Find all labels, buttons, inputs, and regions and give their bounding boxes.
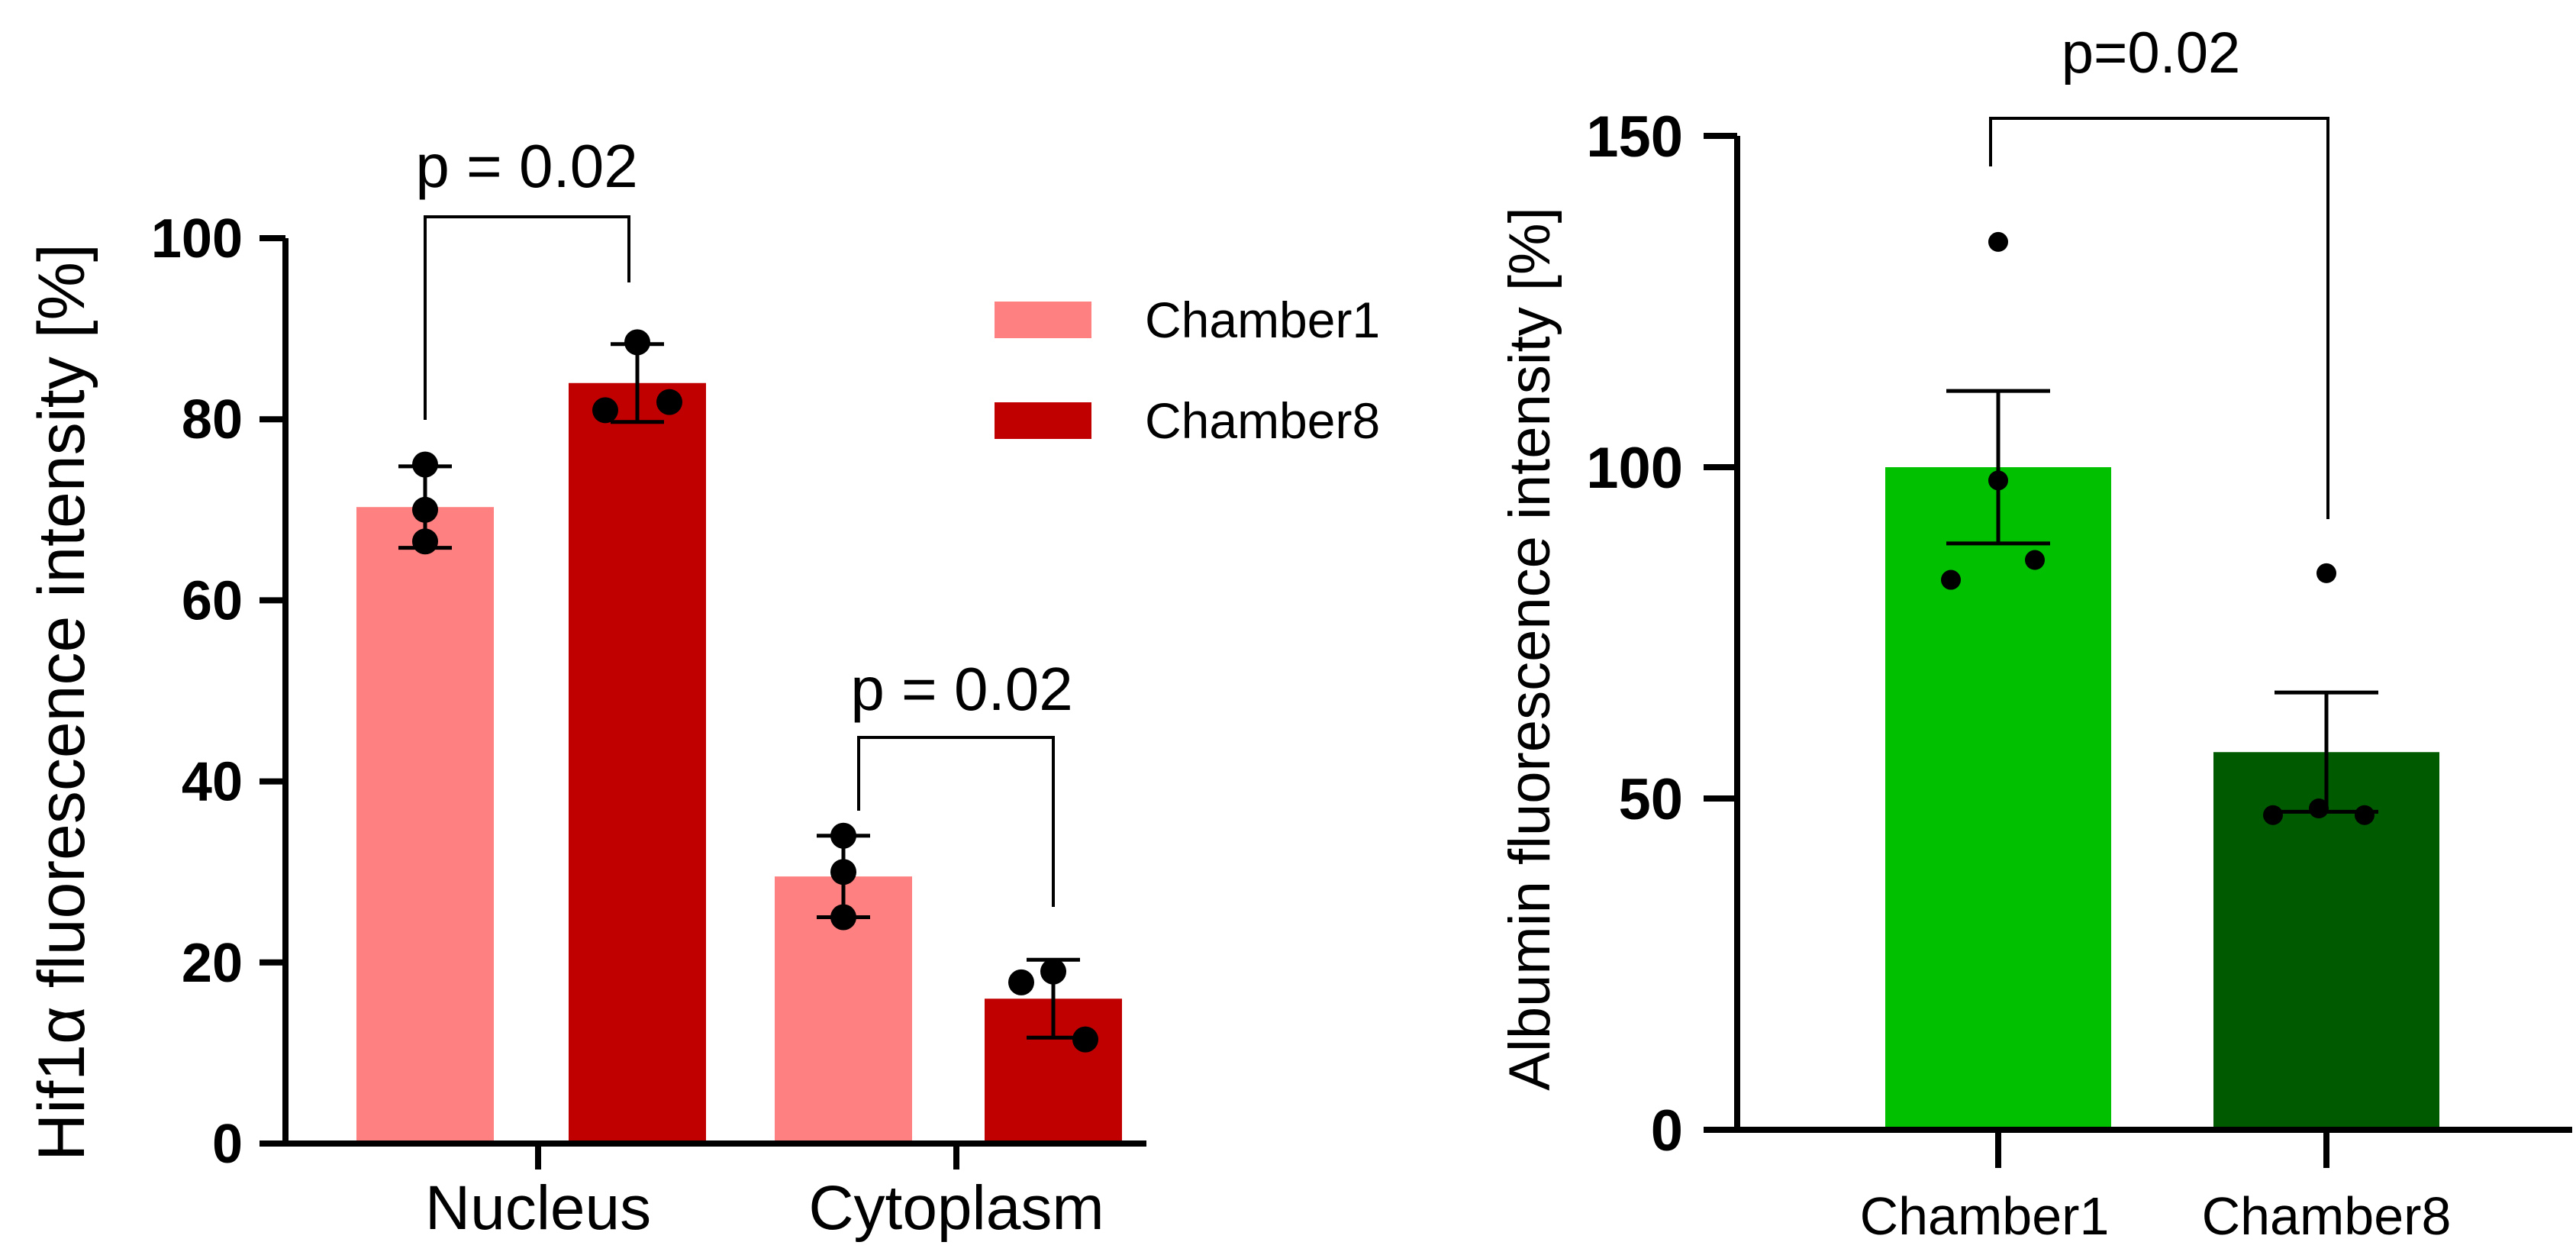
point-chamber1 bbox=[1941, 569, 1961, 590]
point-cytoplasm-chamber8 bbox=[1072, 1026, 1098, 1053]
hif1a-cytoplasm-bracket bbox=[857, 736, 1055, 907]
point-chamber8 bbox=[2355, 805, 2374, 825]
hif1a-nucleus-bracket bbox=[424, 215, 630, 420]
hif1a-y-axis-title: Hif1α fluorescence intensity [%] bbox=[25, 244, 98, 1161]
hif1a-chart: Hif1α fluorescence intensity [%] 0 20 40 60… bbox=[25, 132, 1380, 1243]
legend-label-chamber8: Chamber8 bbox=[1145, 392, 1380, 449]
point-chamber8 bbox=[2263, 805, 2283, 825]
hif1a-y-tick-label-40: 40 bbox=[182, 752, 243, 813]
legend-label-chamber1: Chamber1 bbox=[1145, 292, 1380, 348]
albumin-bracket bbox=[1989, 117, 2329, 519]
hif1a-y-tick-label-60: 60 bbox=[182, 570, 243, 631]
bar-chamber1 bbox=[1885, 467, 2111, 1130]
albumin-y-tick-label-0: 0 bbox=[1651, 1099, 1683, 1163]
hif1a-category-label-nucleus: Nucleus bbox=[425, 1173, 651, 1243]
point-cytoplasm-chamber8 bbox=[1008, 969, 1034, 995]
hif1a-y-tick-label-80: 80 bbox=[182, 389, 243, 450]
hif1a-legend: Chamber1 Chamber8 bbox=[995, 292, 1380, 449]
albumin-chart: Albumin fluorescence intensity [%] 0 50 10… bbox=[1498, 21, 2572, 1246]
legend-swatch-chamber1 bbox=[995, 302, 1091, 338]
point-chamber8 bbox=[2316, 563, 2336, 583]
bar-nucleus-chamber1 bbox=[356, 507, 494, 1144]
point-chamber1 bbox=[1988, 231, 2008, 252]
point-chamber1 bbox=[2025, 550, 2045, 570]
legend-swatch-chamber8 bbox=[995, 402, 1091, 439]
albumin-y-tick-label-50: 50 bbox=[1618, 767, 1683, 832]
hif1a-y-tick-label-0: 0 bbox=[212, 1114, 243, 1175]
hif1a-category-label-cytoplasm: Cytoplasm bbox=[808, 1173, 1104, 1243]
hif1a-cytoplasm-p-value: p = 0.02 bbox=[850, 655, 1072, 723]
bar-chamber8 bbox=[2213, 752, 2439, 1130]
point-nucleus-chamber8 bbox=[656, 389, 682, 415]
hif1a-y-tick-label-100: 100 bbox=[151, 208, 243, 269]
albumin-p-value: p=0.02 bbox=[2062, 21, 2241, 85]
albumin-y-axis-title: Albumin fluorescence intensity [%] bbox=[1498, 207, 1562, 1090]
albumin-category-label-chamber1: Chamber1 bbox=[1860, 1186, 2110, 1246]
albumin-y-tick-label-100: 100 bbox=[1586, 436, 1683, 501]
albumin-category-label-chamber8: Chamber8 bbox=[2202, 1186, 2452, 1246]
hif1a-nucleus-p-value: p = 0.02 bbox=[415, 132, 637, 200]
bar-nucleus-chamber8 bbox=[569, 382, 706, 1144]
albumin-y-tick-label-150: 150 bbox=[1586, 105, 1683, 169]
hif1a-y-tick-label-20: 20 bbox=[182, 933, 243, 994]
point-nucleus-chamber8 bbox=[592, 397, 618, 424]
